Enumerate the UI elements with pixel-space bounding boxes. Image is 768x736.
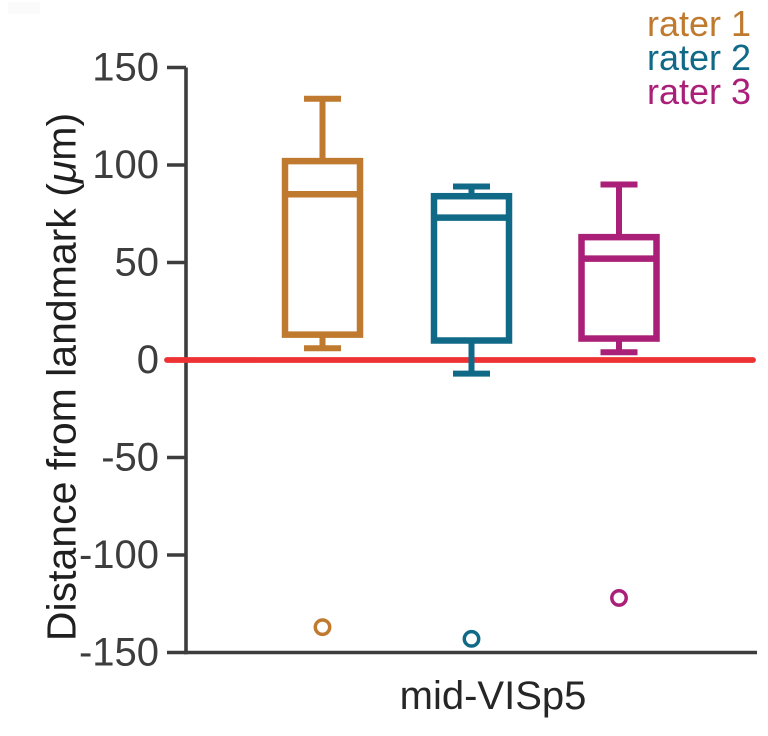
y-tick-label: -50 <box>101 436 159 480</box>
y-tick-label: 150 <box>92 46 159 90</box>
outlier-point <box>610 588 628 607</box>
outlier-point <box>462 629 481 648</box>
y-tick-label: -100 <box>79 533 159 577</box>
y-axis-label-pre: Distance from landmark ( <box>38 183 85 642</box>
y-axis-label-post: m) <box>38 112 85 161</box>
legend-item-rater-3: rater 3 <box>646 71 751 112</box>
y-axis-label-mu: μ <box>38 160 85 184</box>
box-rater-3 <box>578 233 660 342</box>
y-tick-label: 50 <box>115 241 160 285</box>
corner-artifact <box>8 2 40 14</box>
y-axis-label: Distance from landmark (μm) <box>39 113 86 641</box>
legend-item-rater-1: rater 1 <box>646 3 751 44</box>
legend-item-rater-2: rater 2 <box>646 37 751 78</box>
y-tick-label: 0 <box>137 338 159 382</box>
x-axis-label: mid-VISp5 <box>399 674 587 718</box>
y-tick-label: 100 <box>92 143 159 187</box>
legend: rater 1 rater 2 rater 3 <box>646 3 751 112</box>
y-tick-label: -150 <box>79 631 159 675</box>
outlier-point <box>313 618 332 637</box>
box-rater-1 <box>281 157 364 338</box>
